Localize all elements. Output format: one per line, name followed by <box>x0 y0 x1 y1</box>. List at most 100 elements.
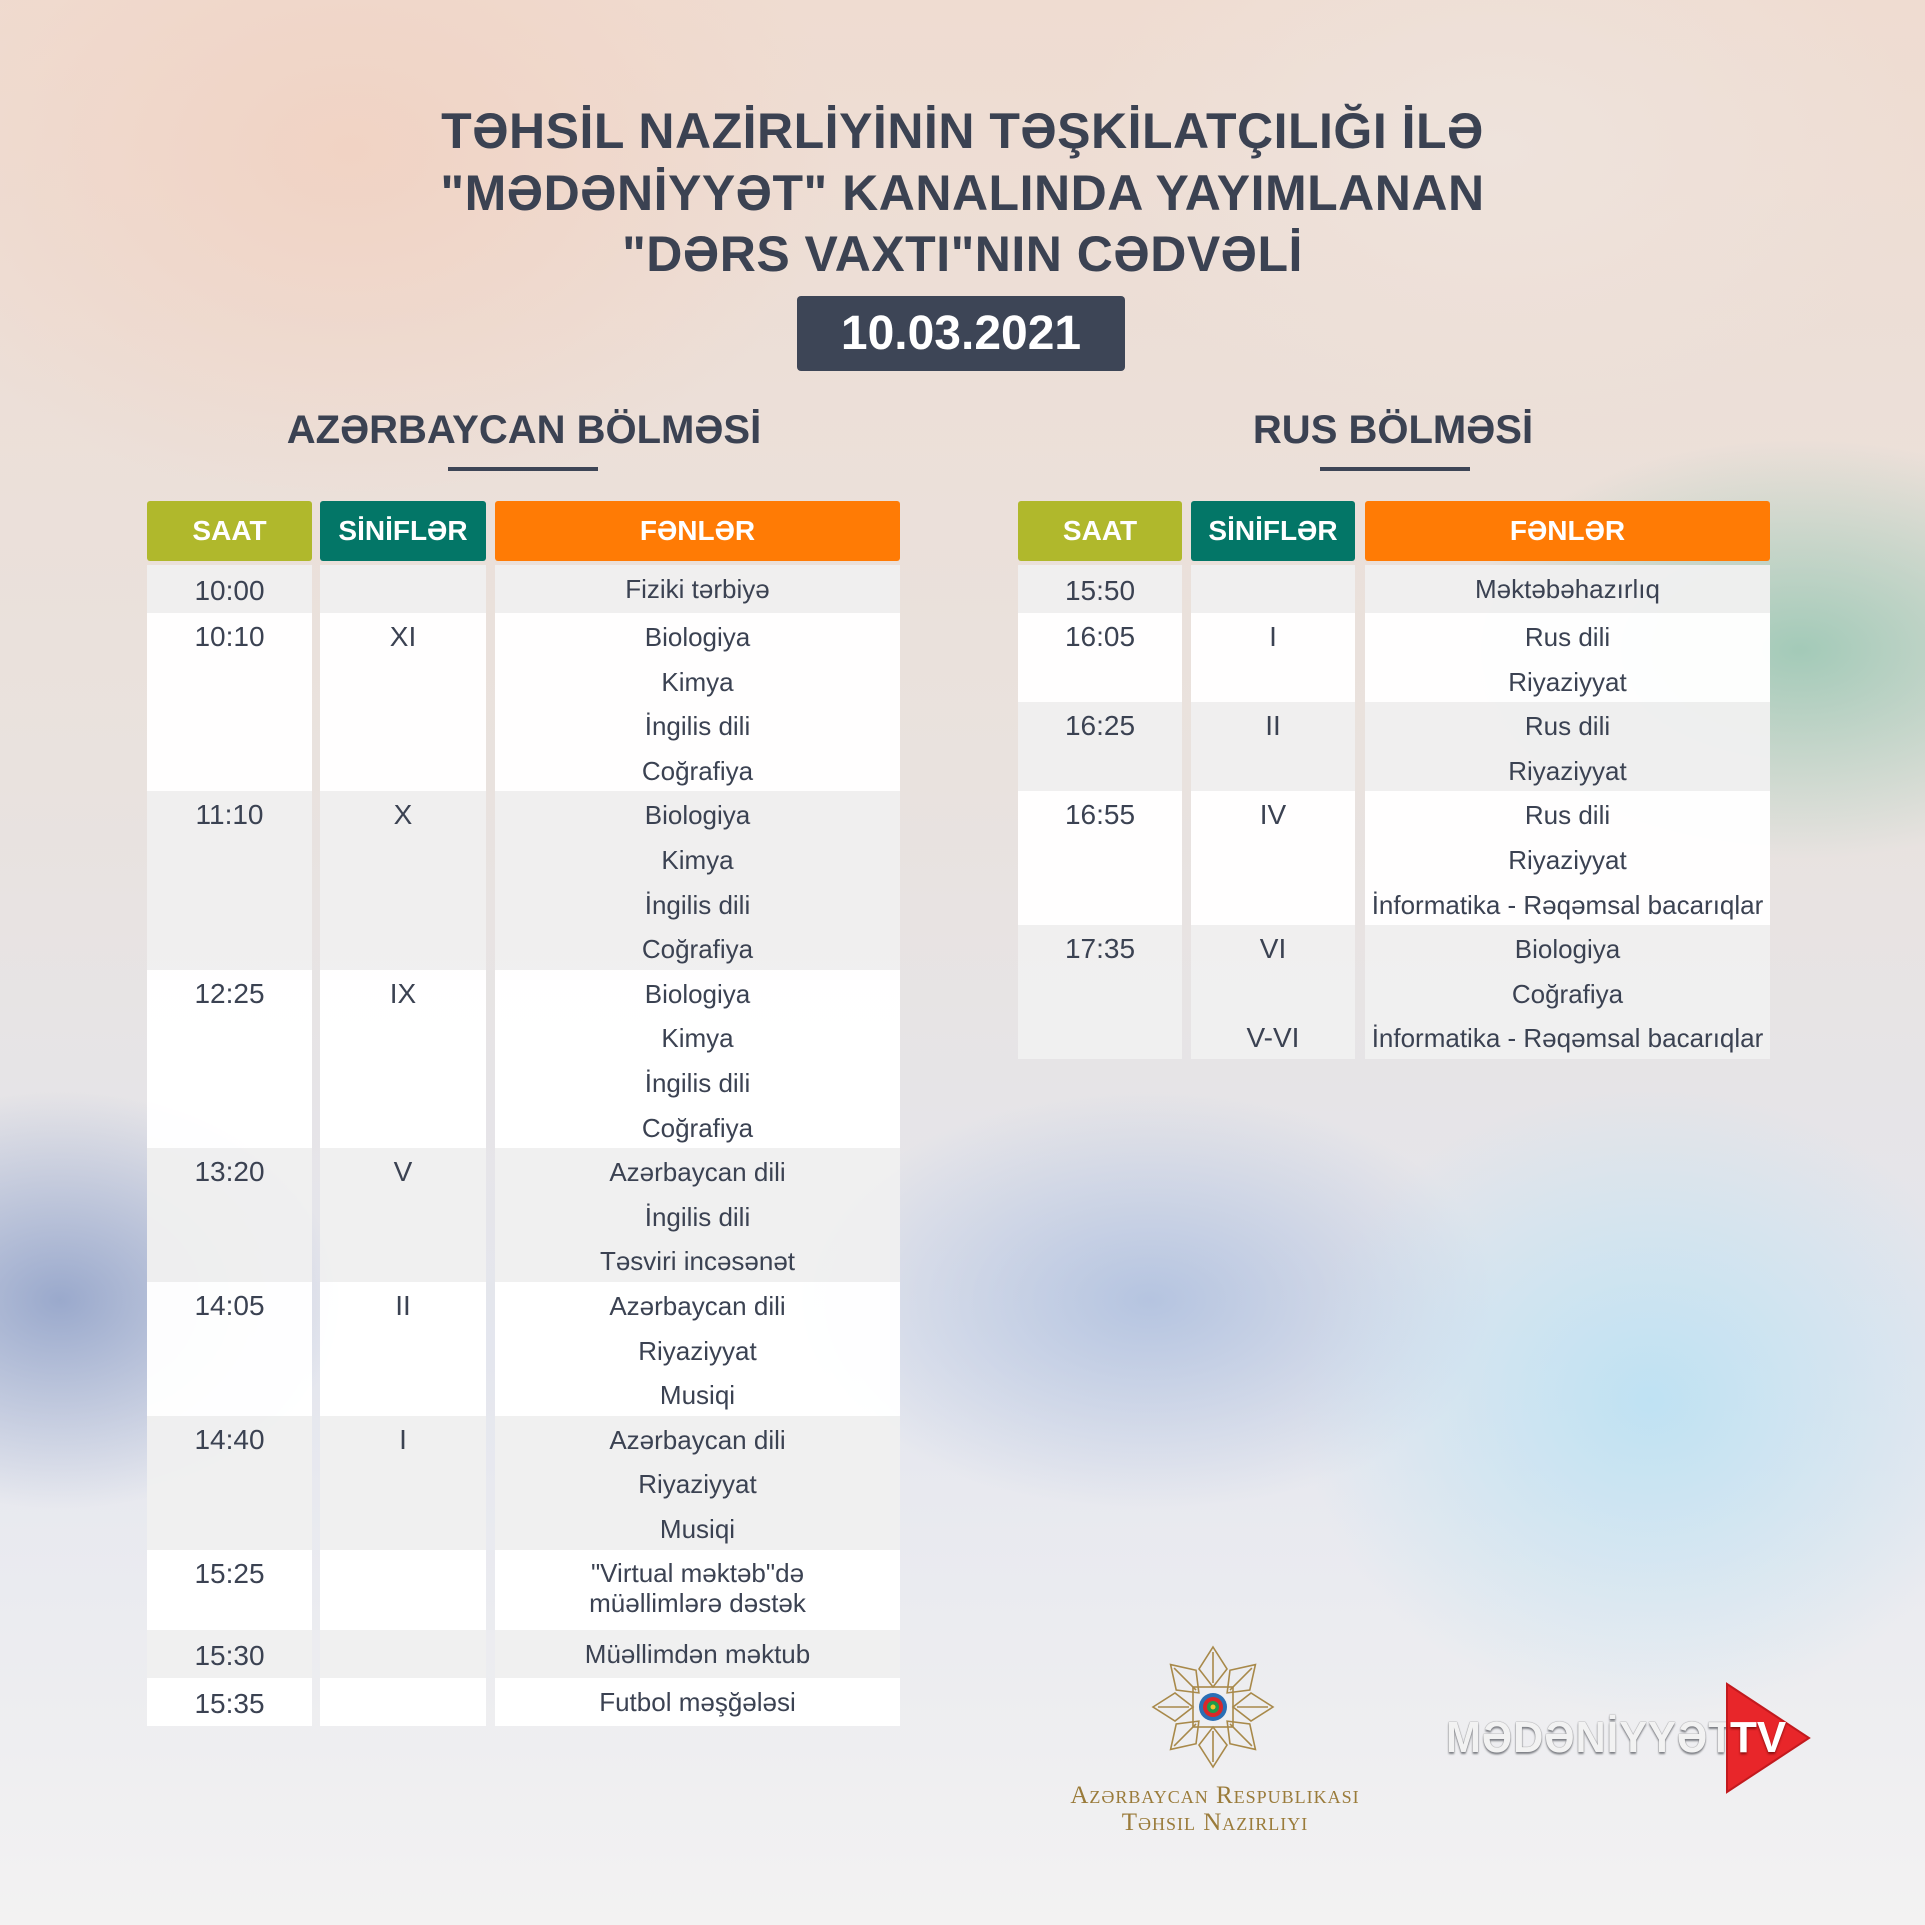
az-cell-time: 11:10 <box>147 791 312 970</box>
az-cell-time: 14:05 <box>147 1282 312 1416</box>
class-label: IV <box>1259 799 1287 831</box>
class-label: X <box>393 799 413 831</box>
subject-label: Biologiya <box>1514 934 1621 965</box>
class-label: I <box>1269 621 1277 652</box>
az-header-saat: SAAT <box>147 501 312 561</box>
subject-label: Kimya <box>661 844 734 875</box>
time-label: 14:40 <box>194 1423 265 1455</box>
subject-label: "Virtual məktəb"də <box>590 1557 805 1588</box>
az-cell-time: 10:00 <box>147 565 312 613</box>
ru-cell-class: II <box>1191 702 1355 792</box>
az-cell-subject: Fiziki tərbiyə <box>495 565 900 613</box>
az-cell-time: 15:35 <box>147 1677 312 1726</box>
az-cell-class: V <box>320 1148 486 1282</box>
az-cell-class: I <box>320 1415 486 1550</box>
subject-label: Riyaziyyat <box>638 1469 757 1500</box>
subject-label: Coğrafiya <box>641 755 754 786</box>
class-label <box>1191 567 1355 611</box>
subject-label: Musiqi <box>659 1380 736 1411</box>
title-line-1: TƏHSİL NAZİRLİYİNİN TƏŞKİLATÇILIĞI İLƏ <box>441 103 1484 159</box>
class-label: VI <box>1259 933 1287 965</box>
title-line-2: "MƏDƏNİYYƏT" KANALINDA YAYIMLANAN <box>440 165 1485 221</box>
ru-cell-class: IV <box>1191 791 1355 926</box>
subject-label: Azərbaycan dili <box>609 1157 786 1188</box>
title-line-3: "DƏRS VAXTI"NIN CƏDVƏLİ <box>622 226 1303 282</box>
time-label: 10:10 <box>194 621 265 652</box>
subject-label: İngilis dili <box>644 1201 751 1232</box>
ru-header-sinifler: SİNİFLƏR <box>1191 501 1355 561</box>
class-label <box>1191 972 1355 1017</box>
az-cell-subject: Azərbaycan dili İngilis dili Təsviri incəs… <box>495 1148 900 1282</box>
time-label: 15:25 <box>194 1557 265 1589</box>
subject-label: İnformatika - Rəqəmsal bacarıqlar <box>1371 889 1764 920</box>
subject-label: Biologiya <box>644 800 751 831</box>
ru-cell-subject: Məktəbəhazırlıq <box>1365 565 1770 613</box>
ru-cell-subject: Rus dili Riyaziyyat İnformatika - Rəqəmsal… <box>1365 791 1770 926</box>
az-cell-subject: Biologiya Kimya İngilis dili Coğrafiya <box>495 613 900 792</box>
class-label <box>320 1552 486 1597</box>
subject-label: müəllimlərə dəstək <box>589 1587 806 1618</box>
subject-label: Riyaziyyat <box>1508 844 1627 875</box>
az-header-fenler: FƏNLƏR <box>495 501 900 561</box>
az-cell-class <box>320 1629 486 1678</box>
az-cell-subject: Azərbaycan dili Riyaziyyat Musiqi <box>495 1282 900 1416</box>
time-label: 16:55 <box>1064 799 1136 831</box>
subject-label: Biologiya <box>644 622 751 652</box>
az-cell-class: IX <box>320 969 486 1149</box>
az-cell-time: 10:10 <box>147 613 312 792</box>
subject-label: Biologiya <box>644 978 751 1009</box>
subject-label: Rus dili <box>1524 711 1611 742</box>
az-cell-class <box>320 1677 486 1726</box>
az-heading-underline <box>448 467 598 471</box>
ru-cell-time: 15:50 <box>1018 565 1182 613</box>
subject-label: Futbol məşğələsi <box>599 1686 796 1717</box>
ru-cell-time: 17:35 <box>1018 925 1182 1059</box>
subject-label: Kimya <box>661 1023 734 1054</box>
az-section-heading: AZƏRBAYCAN BÖLMƏSİ <box>286 408 762 452</box>
subject-label: Rus dili <box>1524 800 1611 831</box>
time-label: 12:25 <box>194 977 265 1009</box>
tv-logo-tv: TV <box>1730 1713 1787 1762</box>
class-label: V <box>393 1156 413 1188</box>
time-label: 10:00 <box>194 575 265 606</box>
az-cell-time: 14:40 <box>147 1415 312 1550</box>
az-cell-subject: Biologiya Kimya İngilis dili Coğrafiya <box>495 969 900 1149</box>
az-cell-class: II <box>320 1282 486 1416</box>
ministry-emblem-icon <box>1152 1645 1274 1768</box>
az-cell-class <box>320 565 486 613</box>
az-cell-time: 15:25 <box>147 1549 312 1630</box>
subject-label: Riyaziyyat <box>638 1335 757 1366</box>
class-label: II <box>1265 710 1281 742</box>
az-cell-time: 12:25 <box>147 969 312 1149</box>
time-label: 16:25 <box>1064 710 1136 742</box>
subject-label: Fiziki tərbiyə <box>625 574 770 604</box>
time-label: 17:35 <box>1064 933 1136 965</box>
subject-label: Məktəbəhazırlıq <box>1475 574 1660 604</box>
az-cell-subject: Futbol məşğələsi <box>495 1677 900 1726</box>
subject-label: Coğrafiya <box>1511 978 1624 1009</box>
ministry-name-line-1: Azərbaycan Respublikası <box>1070 1782 1360 1809</box>
class-label: II <box>395 1290 411 1321</box>
az-cell-subject: Biologiya Kimya İngilis dili Coğrafiya <box>495 791 900 970</box>
az-cell-time: 13:20 <box>147 1148 312 1282</box>
subject-label: Azərbaycan dili <box>609 1424 786 1455</box>
subject-label: Rus dili <box>1524 622 1611 652</box>
date-badge: 10.03.2021 <box>797 296 1125 371</box>
az-cell-class: XI <box>320 613 486 792</box>
subject-label: İngilis dili <box>644 1067 751 1098</box>
subject-label: Coğrafiya <box>641 1112 754 1143</box>
subject-label: İngilis dili <box>644 889 751 920</box>
class-label: V-VI <box>1246 1022 1300 1054</box>
ru-cell-class: I <box>1191 613 1355 703</box>
ru-cell-subject: Rus dili Riyaziyyat <box>1365 613 1770 703</box>
subject-label: Təsviri incəsənət <box>599 1246 796 1277</box>
ministry-name-line-2: Təhsil Nazirliyi <box>1121 1809 1309 1836</box>
az-cell-subject: Müəllimdən məktub <box>495 1629 900 1678</box>
ru-cell-time: 16:55 <box>1018 791 1182 926</box>
time-label: 14:05 <box>194 1290 265 1321</box>
ru-header-saat: SAAT <box>1018 501 1182 561</box>
subject-label: Coğrafiya <box>641 934 754 965</box>
subject-label: Azərbaycan dili <box>609 1291 786 1321</box>
ru-header-fenler: FƏNLƏR <box>1365 501 1770 561</box>
time-label: 13:20 <box>194 1156 265 1188</box>
